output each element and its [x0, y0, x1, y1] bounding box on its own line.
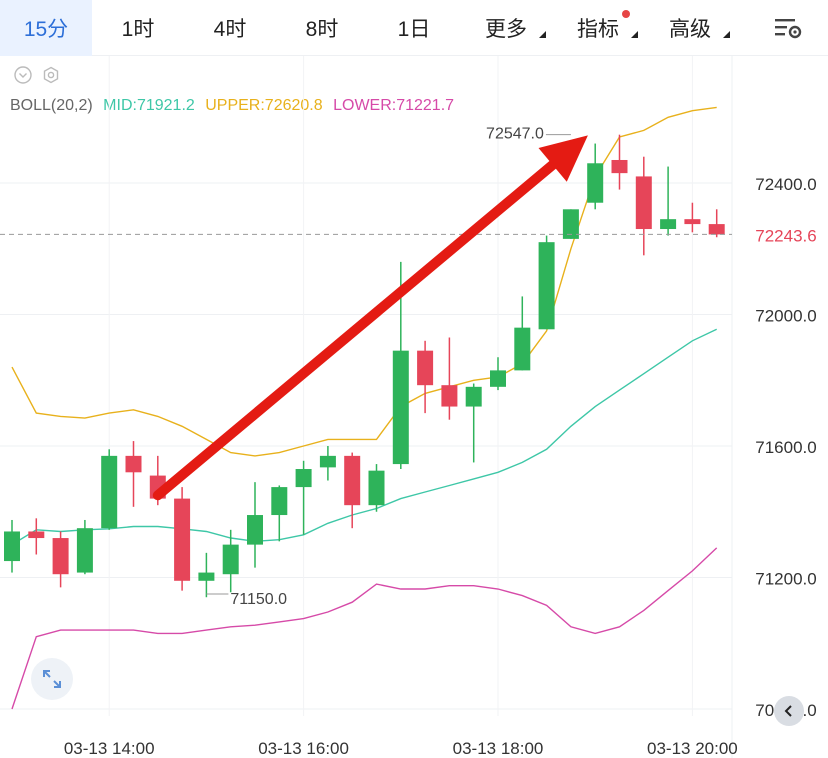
candle-body	[708, 224, 725, 235]
candle-body	[125, 455, 142, 473]
candle-body	[392, 350, 409, 465]
candle-body	[222, 544, 239, 575]
tab-4h[interactable]: 4时	[184, 0, 276, 56]
low-price-label: 71150.0	[230, 591, 287, 608]
tab-indicators-label: 指标	[577, 18, 619, 41]
boll-upper: UPPER:72620.8	[205, 97, 323, 114]
notification-dot-icon	[622, 10, 630, 18]
candle-body	[441, 385, 458, 407]
tab-4h-label: 4时	[213, 18, 247, 41]
dropdown-triangle-icon	[539, 31, 546, 38]
tab-1h[interactable]: 1时	[92, 0, 184, 56]
tab-advanced[interactable]: 高级	[644, 0, 736, 56]
collapse-chevron-icon[interactable]	[14, 66, 32, 84]
candle-body	[247, 515, 263, 545]
y-tick-label: 71200.0	[755, 570, 816, 589]
candle-body	[562, 209, 579, 239]
candlestick-chart[interactable]: 72400.072000.071600.071200.070800.003-13…	[0, 56, 828, 758]
candle-body	[76, 528, 93, 573]
candle-body	[344, 455, 361, 506]
candle-body	[490, 370, 506, 387]
x-tick-label: 03-13 16:00	[258, 739, 349, 758]
tab-8h-label: 8时	[305, 18, 339, 41]
candle-body	[514, 327, 531, 371]
tab-more[interactable]: 更多	[460, 0, 552, 56]
trend-arrow-head	[538, 135, 588, 182]
trend-arrow-shaft	[152, 159, 558, 501]
candle-body	[28, 531, 45, 539]
boll-mid-line	[11, 328, 717, 546]
boll-upper-line	[11, 106, 717, 457]
boll-name: BOLL(20,2)	[10, 97, 93, 114]
current-price-label: 72243.6	[755, 226, 816, 245]
x-tick-label: 03-13 14:00	[64, 739, 155, 758]
candle-body	[635, 176, 652, 230]
candle-body	[295, 469, 312, 488]
settings-gear-icon	[775, 19, 802, 39]
dropdown-triangle-icon	[631, 31, 638, 38]
y-tick-label: 72400.0	[755, 175, 816, 194]
y-tick-label: 72000.0	[755, 307, 816, 326]
x-tick-label: 03-13 20:00	[647, 739, 738, 758]
candle-body	[319, 455, 336, 468]
candle-body	[417, 350, 434, 386]
tab-15min-label: 15分	[23, 18, 69, 41]
indicator-settings-icon[interactable]	[42, 66, 60, 84]
candle-body	[611, 159, 628, 174]
candle-body	[52, 538, 69, 575]
dropdown-triangle-icon	[723, 31, 730, 38]
tab-more-label: 更多	[485, 18, 527, 41]
chart-settings-button[interactable]	[748, 0, 828, 56]
tab-1h-label: 1时	[121, 18, 155, 41]
expand-chart-button[interactable]	[31, 658, 73, 700]
tab-1d[interactable]: 1日	[368, 0, 460, 56]
high-price-label: 72547.0	[486, 126, 544, 143]
candle-body	[587, 163, 604, 203]
candle-body	[101, 455, 118, 529]
timeframe-toolbar: 15分 1时 4时 8时 1日 更多 指标 高级	[0, 0, 828, 56]
candle-body	[684, 219, 701, 225]
y-tick-label: 71600.0	[755, 438, 816, 457]
x-tick-label: 03-13 18:00	[453, 739, 544, 758]
boll-mid: MID:71921.2	[103, 97, 195, 114]
chevron-left-icon	[784, 705, 792, 717]
candle-body	[4, 531, 20, 562]
indicator-controls	[14, 66, 60, 84]
boll-legend: BOLL(20,2) MID:71921.2 UPPER:72620.8 LOW…	[10, 97, 460, 115]
tab-indicators[interactable]: 指标	[552, 0, 644, 56]
tab-advanced-label: 高级	[669, 18, 711, 41]
boll-lower: LOWER:71221.7	[333, 97, 455, 114]
candle-body	[174, 498, 191, 581]
candle-body	[368, 470, 385, 506]
candle-body	[538, 242, 555, 330]
tab-15min[interactable]: 15分	[0, 0, 92, 56]
candle-body	[660, 219, 677, 230]
candle-body	[198, 572, 215, 581]
candle-body	[271, 487, 288, 516]
expand-arrows-icon	[43, 670, 61, 688]
boll-lower-line	[11, 547, 718, 710]
candle-body	[465, 386, 482, 407]
scroll-back-button[interactable]	[774, 696, 804, 726]
tab-8h[interactable]: 8时	[276, 0, 368, 56]
tab-1d-label: 1日	[397, 18, 431, 41]
